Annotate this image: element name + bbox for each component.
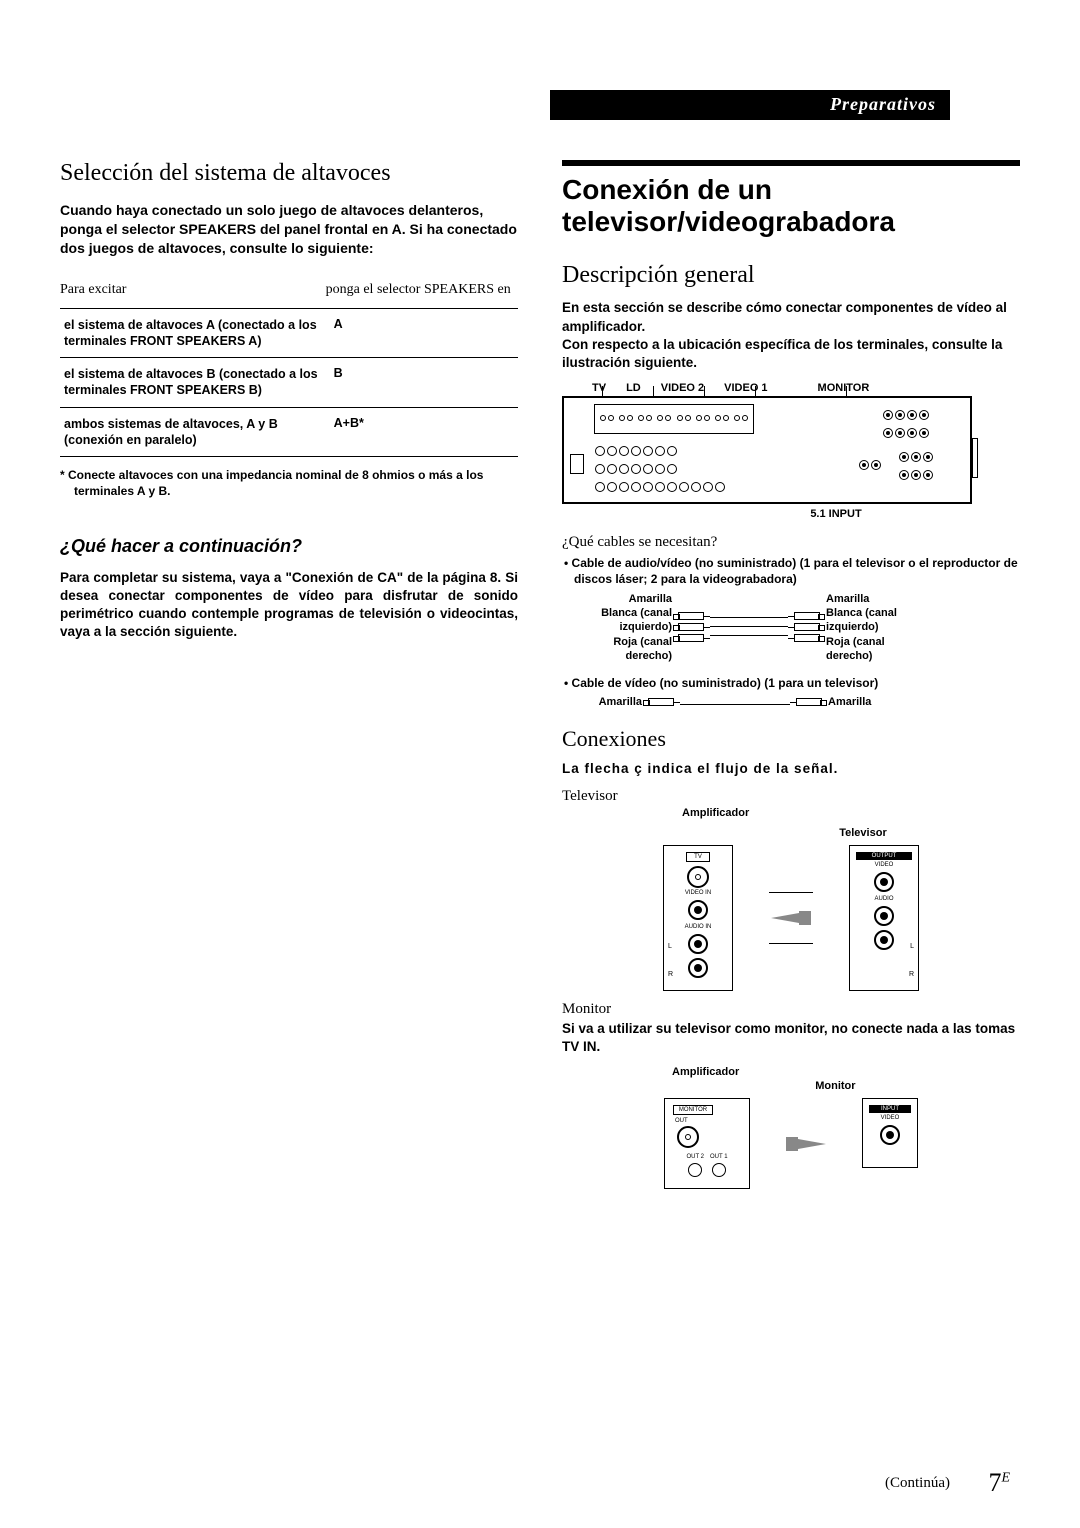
impedance-footnote: * Conecte altavoces con una impedancia n… [60,467,518,499]
label-amarilla-r: Amarilla [826,592,926,606]
rear-panel-diagram: TV LD VIDEO 2 VIDEO 1 MONITOR [562,382,1020,520]
label-amarilla-single: Amarilla [572,695,642,709]
what-next-body: Para completar su sistema, vaya a "Conex… [60,569,518,642]
thick-rule [562,160,1020,166]
table-cell: ambos sistemas de altavoces, A y B (cone… [60,407,326,457]
speaker-selector-table: Para excitar ponga el selector SPEAKERS … [60,276,518,458]
rear-panel-box [562,396,972,504]
video-cable-diagram: Amarilla Amarilla [572,695,1020,709]
label-blanca-r: Blanca (canal izquierdo) [826,606,926,635]
label-amarilla-single-r: Amarilla [828,695,898,709]
page-number: 7E [988,1468,1010,1498]
monitor-note: Si va a utilizar su televisor como monit… [562,1020,1020,1056]
two-column-layout: Selección del sistema de altavoces Cuand… [60,160,1020,1189]
label-roja-r: Roja (canal derecho) [826,635,926,664]
label-roja: Roja (canal derecho) [572,635,672,664]
continues-label: (Continúa) [885,1475,950,1492]
left-column: Selección del sistema de altavoces Cuand… [60,160,518,1189]
panel-caption: 5.1 INPUT [562,508,1020,520]
table-cell: el sistema de altavoces B (conectado a l… [60,358,326,408]
table-header-col2: ponga el selector SPEAKERS en [326,276,518,309]
amp-label-2: Amplificador [672,1066,739,1092]
signal-flow-note: La flecha ç indica el flujo de la señal. [562,760,1020,778]
tv-connection-diagram: TV VIDEO IN AUDIO IN L R OUTPUT VIDEO [562,845,1020,991]
signal-arrow-icon [786,1137,826,1151]
monitor-box-label: Monitor [815,1080,855,1092]
signal-arrow-icon [771,911,811,925]
what-next-heading: ¿Qué hacer a continuación? [60,536,518,557]
tv-output-jacks: OUTPUT VIDEO AUDIO L R [849,845,919,991]
table-cell: A [326,308,518,358]
monitor-input-jacks: INPUT VIDEO [862,1098,918,1168]
section-header: Preparativos [550,90,950,120]
speaker-selection-heading: Selección del sistema de altavoces [60,160,518,187]
tv-box-label: Televisor [839,827,887,839]
amp-monitor-jacks: MONITOR OUT OUT 2 OUT 1 [664,1098,750,1189]
amp-tv-jacks: TV VIDEO IN AUDIO IN L R [663,845,733,991]
amp-label: Amplificador [682,807,749,839]
bullet-av-cable: • Cable de audio/vídeo (no suministrado)… [562,555,1020,587]
table-cell: B [326,358,518,408]
connections-heading: Conexiones [562,726,1020,752]
label-blanca: Blanca (canal izquierdo) [572,606,672,635]
plugs-left [678,609,704,645]
av-cable-diagram: Amarilla Blanca (canal izquierdo) Roja (… [572,592,1020,663]
tv-section-label: Televisor [562,788,1020,805]
right-column: Conexión de un televisor/videograbadora … [562,160,1020,1189]
table-cell: el sistema de altavoces A (conectado a l… [60,308,326,358]
tv-vcr-connection-title: Conexión de un televisor/videograbadora [562,174,1020,238]
table-header-col1: Para excitar [60,276,326,309]
monitor-connection-diagram: MONITOR OUT OUT 2 OUT 1 [562,1098,1020,1189]
speaker-intro-paragraph: Cuando haya conectado un solo juego de a… [60,201,518,258]
cables-question: ¿Qué cables se necesitan? [562,534,1020,551]
overview-para1: En esta sección se describe cómo conecta… [562,299,1020,335]
table-cell: A+B* [326,407,518,457]
overview-heading: Descripción general [562,262,1020,289]
table-row: el sistema de altavoces B (conectado a l… [60,358,518,408]
plugs-right [794,609,820,645]
label-amarilla: Amarilla [572,592,672,606]
cable-wires [710,613,788,641]
monitor-section-label: Monitor [562,1001,1020,1018]
bullet-video-cable: • Cable de vídeo (no suministrado) (1 pa… [562,675,1020,691]
overview-para2: Con respecto a la ubicación específica d… [562,336,1020,372]
table-row: el sistema de altavoces A (conectado a l… [60,308,518,358]
table-row: ambos sistemas de altavoces, A y B (cone… [60,407,518,457]
